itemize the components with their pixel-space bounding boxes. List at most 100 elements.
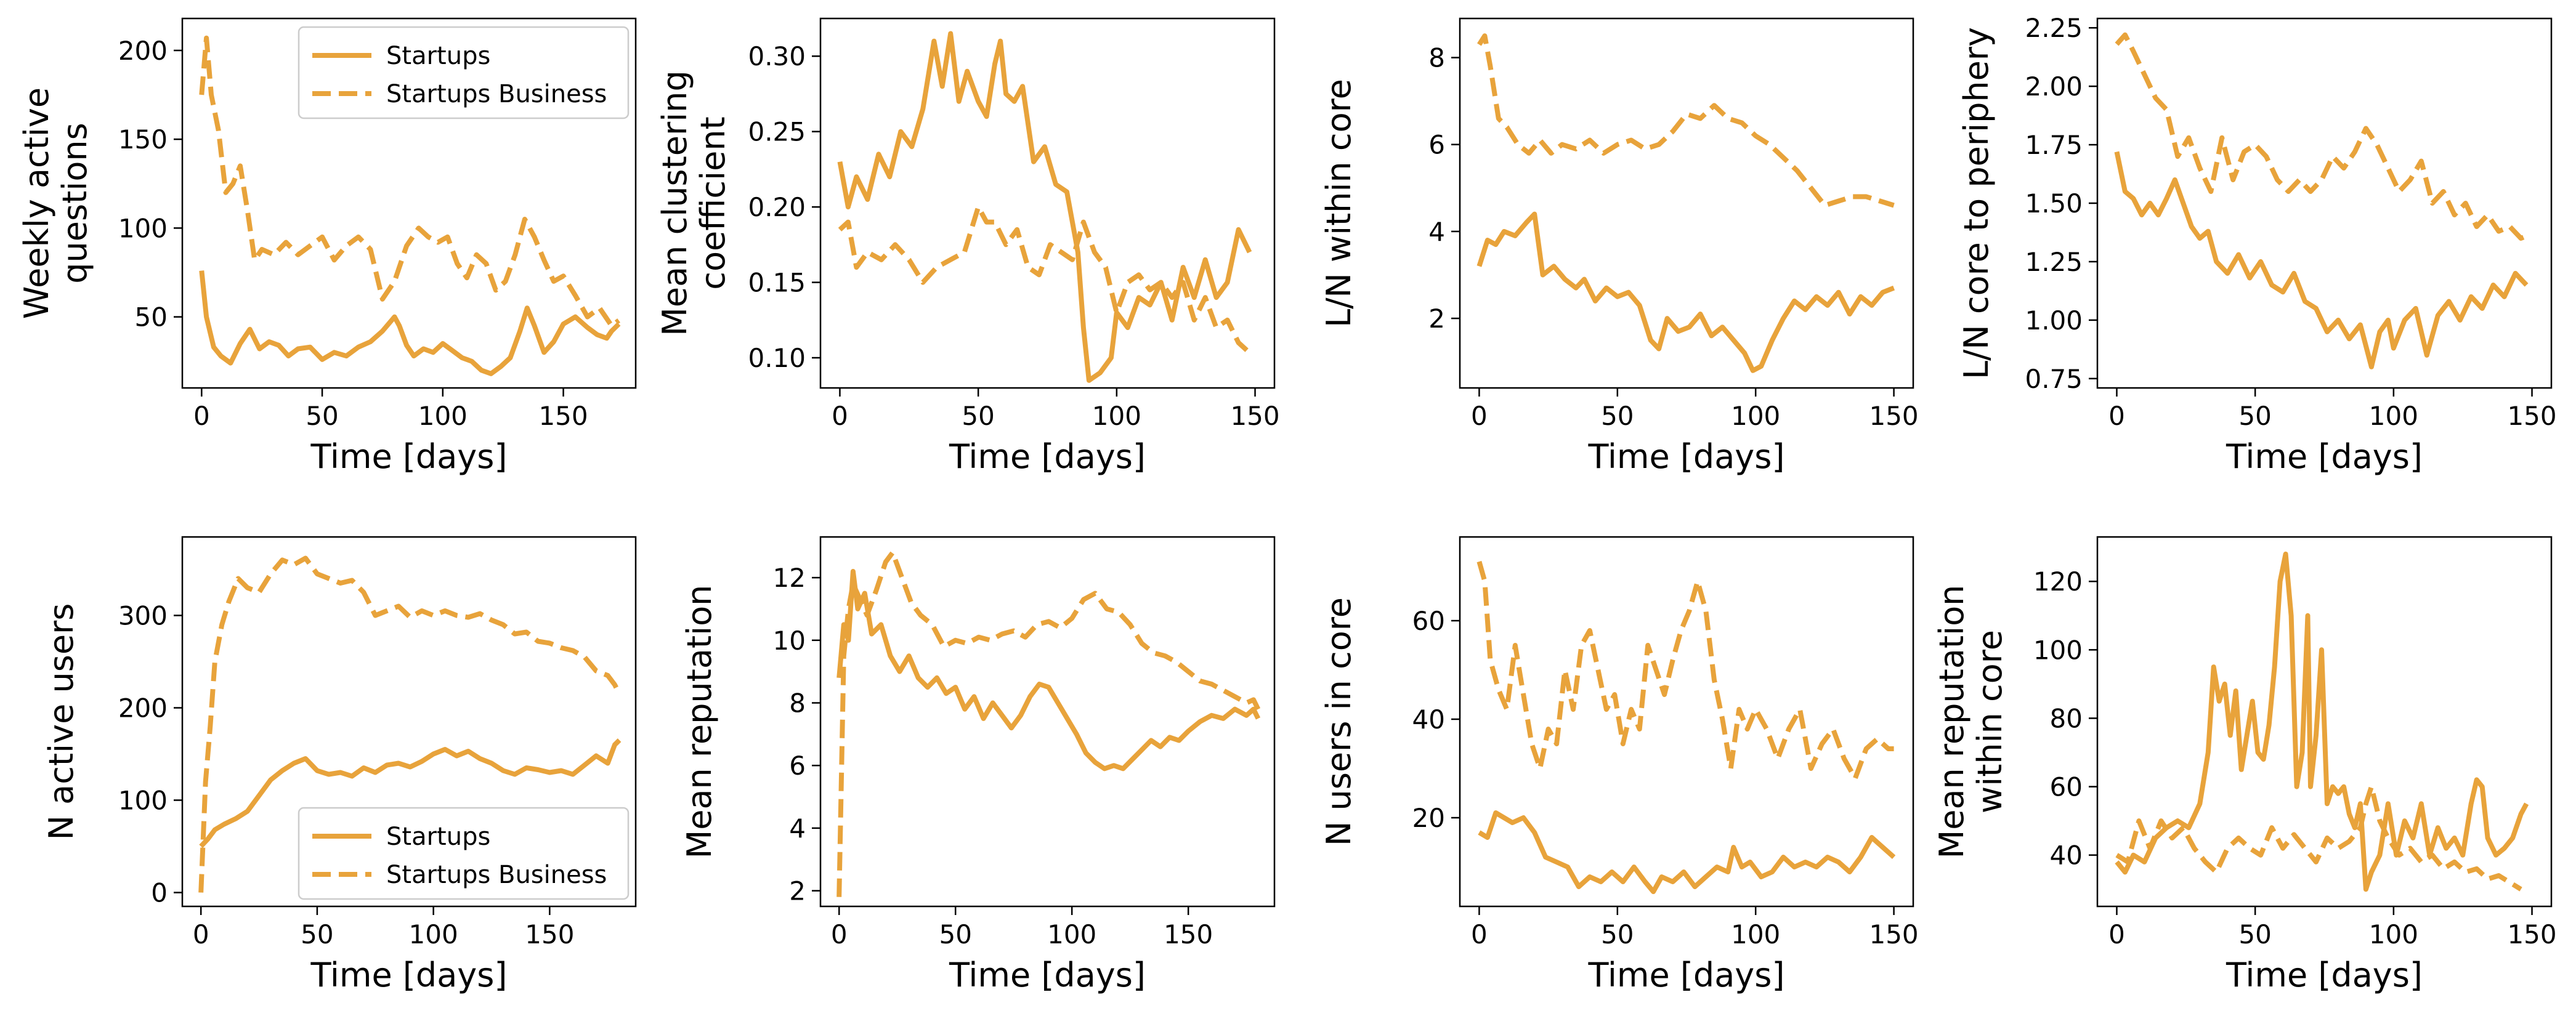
y-tick-label: 100 <box>2033 635 2083 665</box>
y-tick-label: 4 <box>789 813 806 844</box>
x-tick-label: 100 <box>1092 401 1141 431</box>
x-tick-label: 100 <box>2369 919 2418 949</box>
y-tick-label: 1.75 <box>2025 130 2083 160</box>
x-tick-label: 0 <box>2108 919 2125 949</box>
series-line-startups <box>1476 211 1895 373</box>
series-line-startups <box>837 31 1252 383</box>
series-line-startups-business <box>198 555 622 893</box>
y-tick-label: 120 <box>2033 566 2083 597</box>
x-axis-label: Time [days] <box>1588 437 1785 476</box>
y-tick-label: 2.25 <box>2025 13 2083 43</box>
legend-label: Startups Business <box>386 861 607 889</box>
series-line-startups-business <box>836 550 1261 897</box>
x-tick-label: 50 <box>1601 919 1634 949</box>
x-tick-label: 0 <box>1471 401 1488 431</box>
x-tick-label: 50 <box>2238 401 2271 431</box>
y-tick-label: 20 <box>1412 803 1445 833</box>
series-line-startups <box>199 270 621 376</box>
plot-area <box>198 555 622 893</box>
subplot-8: 0 50 100 150 40 60 80 100 120 Time [days] Mean rep… <box>1932 536 2557 994</box>
plot-area <box>837 31 1252 383</box>
x-tick-label: 0 <box>2108 401 2125 431</box>
series-line-startups <box>2114 151 2529 369</box>
x-tick-label: 150 <box>538 401 588 431</box>
y-axis-label: L/N within core <box>1319 79 1358 328</box>
y-axis-label: Mean reputation <box>680 585 719 859</box>
subplot-2: 0 50 100 150 0.10 0.15 0.20 0.25 0.30 Time [days]… <box>655 17 1280 476</box>
y-tick-label: 0.25 <box>748 117 806 147</box>
x-tick-label: 150 <box>2507 401 2556 431</box>
axes-frame <box>819 17 1276 389</box>
x-axis-label: Time [days] <box>1588 956 1785 994</box>
x-tick-label: 100 <box>1731 919 1780 949</box>
y-axis-label-line: Weekly active <box>17 87 56 319</box>
y-axis-label: L/N core to periphery <box>1957 27 1996 379</box>
subplot-7: 0 50 100 150 20 40 60 Time [days] N users in cor… <box>1319 536 1919 994</box>
x-tick-label: 50 <box>301 919 333 949</box>
x-tick-label: 0 <box>1471 919 1488 949</box>
x-tick-label: 0 <box>832 401 848 431</box>
plot-area <box>199 35 621 376</box>
series-line-startups-business <box>199 35 620 328</box>
y-tick-label: 60 <box>2050 772 2083 802</box>
x-tick-label: 150 <box>2507 919 2556 949</box>
y-tick-label: 40 <box>2050 841 2083 871</box>
y-tick-label: 200 <box>118 36 168 66</box>
x-axis-label: Time [days] <box>310 437 508 476</box>
x-tick-label: 0 <box>193 401 210 431</box>
series-line-startups-business <box>2115 32 2528 241</box>
y-axis-label: N users in core <box>1319 597 1358 846</box>
series-line-startups-business <box>1477 33 1895 208</box>
legend: Startups Startups Business <box>298 26 630 119</box>
axes-frame <box>2096 536 2553 908</box>
y-tick-label: 10 <box>773 626 806 656</box>
series-line-startups <box>2115 551 2529 892</box>
y-axis-label: N active users <box>42 603 81 841</box>
y-tick-label: 0.20 <box>748 192 806 222</box>
y-tick-label: 40 <box>1412 704 1445 735</box>
y-tick-label: 6 <box>1428 130 1445 160</box>
x-tick-label: 100 <box>2369 401 2418 431</box>
y-tick-label: 150 <box>118 124 168 155</box>
plot-area <box>1476 560 1896 894</box>
x-tick-label: 150 <box>1869 919 1918 949</box>
y-tick-label: 100 <box>118 786 168 816</box>
y-tick-label: 300 <box>118 601 168 631</box>
plot-area <box>1476 33 1895 373</box>
y-axis-label-line: within core <box>1970 630 2009 813</box>
y-tick-label: 1.00 <box>2025 305 2083 336</box>
x-tick-label: 100 <box>409 919 458 949</box>
x-tick-label: 0 <box>831 919 848 949</box>
x-axis-label: Time [days] <box>949 437 1146 476</box>
axes-frame <box>181 17 637 389</box>
y-tick-label: 8 <box>1428 43 1445 73</box>
y-tick-label: 0.30 <box>748 41 806 71</box>
x-axis-label: Time [days] <box>949 956 1146 994</box>
y-axis-label: Weekly activequestions <box>17 87 94 319</box>
y-tick-label: 0.10 <box>748 343 806 373</box>
y-tick-label: 2.00 <box>2025 71 2083 102</box>
y-tick-label: 0 <box>151 878 168 908</box>
axes-frame <box>1459 536 1914 908</box>
subplot-6: 0 50 100 150 2 4 6 8 10 12 Time [days] Mean reputat… <box>680 536 1276 994</box>
subplot-1: 0 50 100 150 50 100 150 200 Time [days] Weekly ac… <box>17 17 637 476</box>
axes-frame <box>819 536 1276 908</box>
x-tick-label: 50 <box>1601 401 1634 431</box>
y-tick-label: 1.50 <box>2025 188 2083 219</box>
legend-label: Startups <box>386 823 490 851</box>
x-tick-label: 0 <box>193 919 209 949</box>
y-tick-label: 0.15 <box>748 268 806 298</box>
y-tick-label: 4 <box>1428 217 1445 247</box>
y-tick-label: 1.25 <box>2025 247 2083 277</box>
y-tick-label: 6 <box>789 751 806 781</box>
x-tick-label: 50 <box>962 401 994 431</box>
legend-label: Startups <box>386 42 490 70</box>
y-axis-label-line: Mean reputation <box>1932 585 1971 859</box>
x-tick-label: 100 <box>1731 401 1780 431</box>
plot-area <box>2114 32 2529 369</box>
legend-box <box>298 807 630 900</box>
y-tick-label: 12 <box>773 563 806 593</box>
x-axis-label: Time [days] <box>2226 956 2423 994</box>
axes-frame <box>181 536 637 908</box>
series-line-startups-business <box>1476 560 1894 781</box>
